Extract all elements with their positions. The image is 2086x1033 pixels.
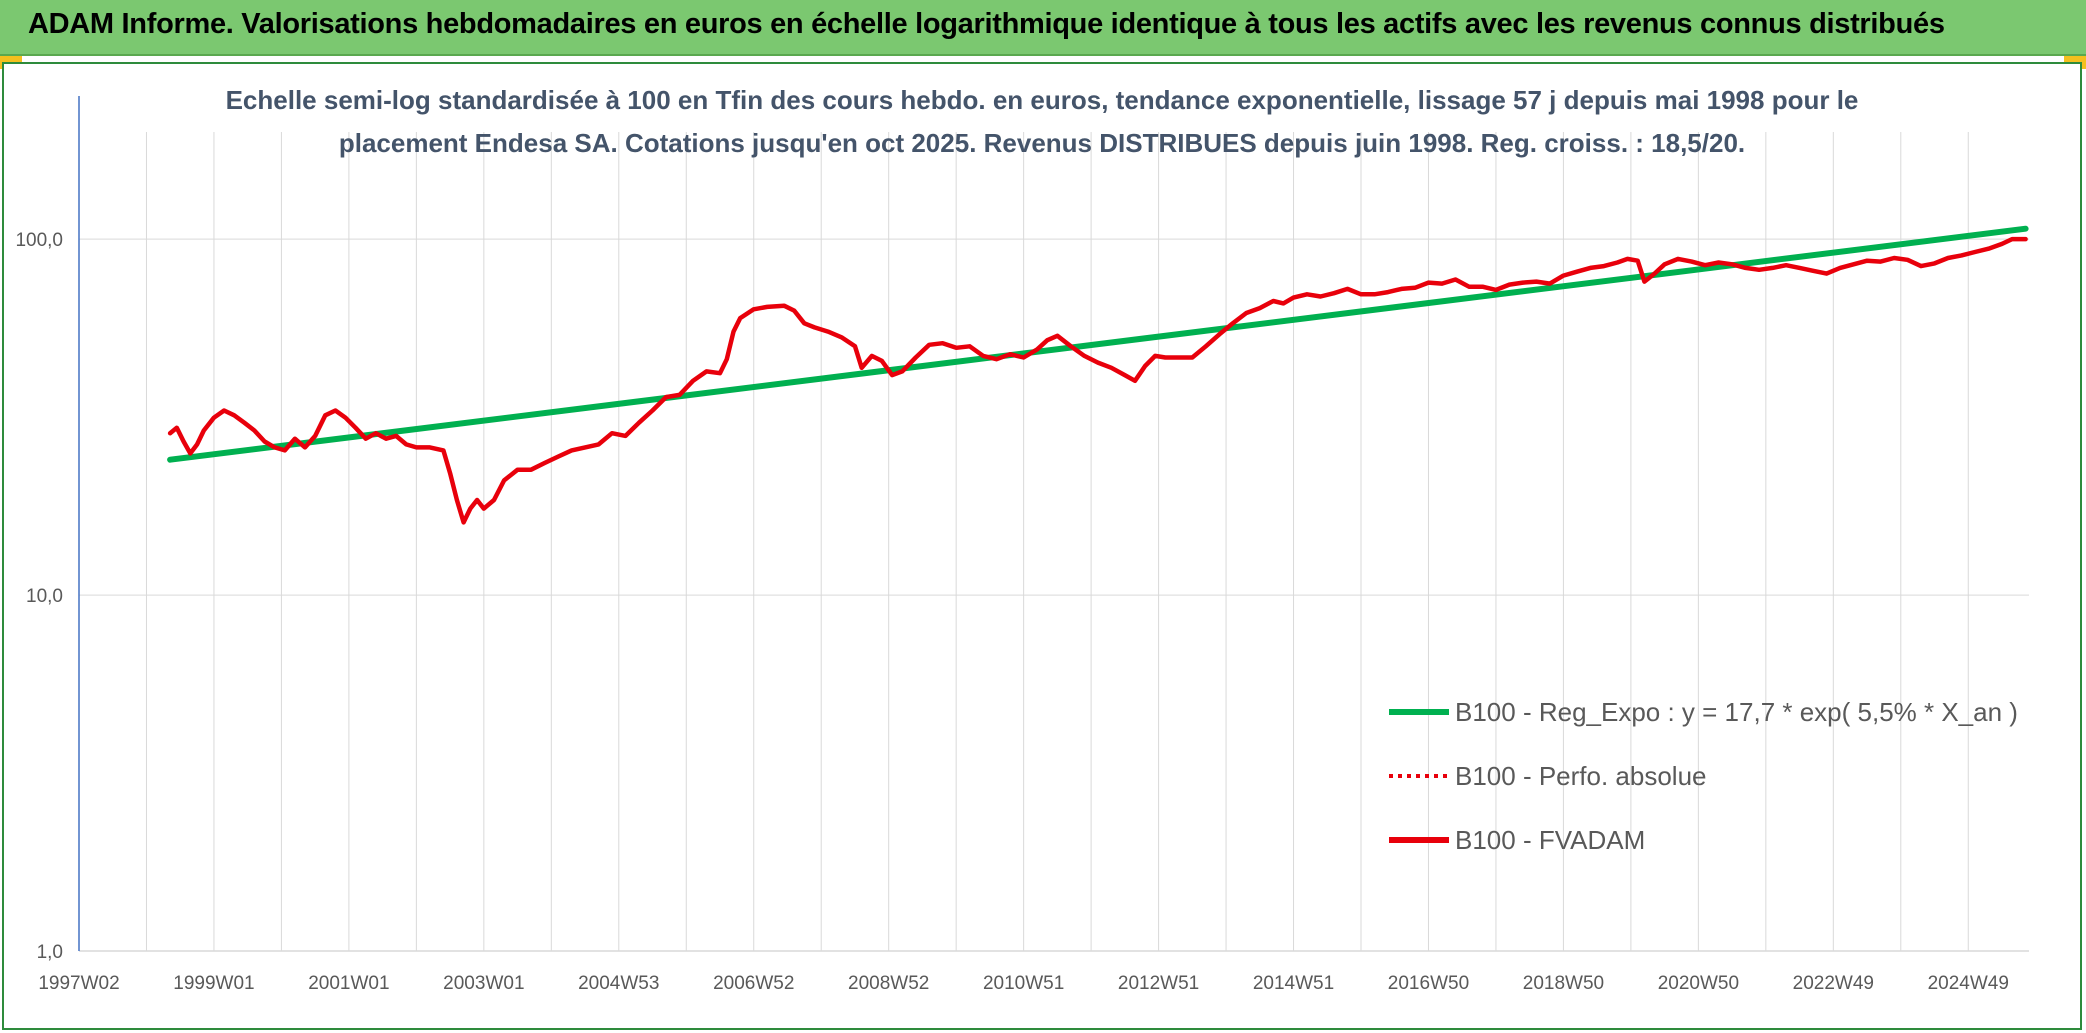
x-tick-label: 2006W52: [713, 973, 794, 994]
legend-label-3: B100 - FVADAM: [1455, 825, 1645, 855]
x-tick-label: 2016W50: [1388, 973, 1469, 994]
x-tick-label: 2020W50: [1658, 973, 1739, 994]
series-layer: [167, 225, 2029, 525]
series-line-1: [167, 225, 2029, 463]
y-tick-label: 1,0: [37, 942, 63, 963]
grid-layer: [78, 132, 2029, 952]
x-tick-label: 2004W53: [578, 973, 659, 994]
chart-subtitle-line-2: placement Endesa SA. Cotations jusqu'en …: [339, 128, 1745, 158]
x-tick-label: 2012W51: [1118, 973, 1199, 994]
x-tick-label: 2022W49: [1793, 973, 1874, 994]
x-tick-label: 2014W51: [1253, 973, 1334, 994]
x-tick-label: 1997W02: [38, 973, 119, 994]
x-tick-label: 2008W52: [848, 973, 929, 994]
tick-labels-layer: 1,0 10,0 100,0 1997W02 1999W01 2001W01 2003W01…: [15, 230, 2008, 994]
x-tick-label: 2018W50: [1523, 973, 1604, 994]
chart-subtitle-line-1: Echelle semi-log standardisée à 100 en T…: [226, 85, 1859, 115]
x-tick-label: 2024W49: [1928, 973, 2009, 994]
chart-frame: 1,0 10,0 100,0 1997W02 1999W01 2001W01 2003W01…: [2, 62, 2082, 1030]
x-tick-label: 2003W01: [443, 973, 524, 994]
series-line-3: [167, 236, 2028, 525]
y-tick-label: 100,0: [15, 230, 63, 251]
x-tick-label: 2001W01: [308, 973, 389, 994]
chart-svg: 1,0 10,0 100,0 1997W02 1999W01 2001W01 2003W01…: [15, 85, 2029, 994]
x-tick-label: 2010W51: [983, 973, 1064, 994]
legend-label-2: B100 - Perfo. absolue: [1455, 761, 1707, 791]
y-tick-label: 10,0: [26, 586, 63, 607]
report-title: ADAM Informe. Valorisations hebdomadaire…: [28, 8, 1945, 40]
report-banner: ADAM Informe. Valorisations hebdomadaire…: [0, 0, 2086, 56]
x-tick-label: 1999W01: [173, 973, 254, 994]
legend: B100 - Reg_Expo : y = 17,7 * exp( 5,5% *…: [1389, 697, 2018, 855]
legend-label-1: B100 - Reg_Expo : y = 17,7 * exp( 5,5% *…: [1455, 697, 2018, 727]
